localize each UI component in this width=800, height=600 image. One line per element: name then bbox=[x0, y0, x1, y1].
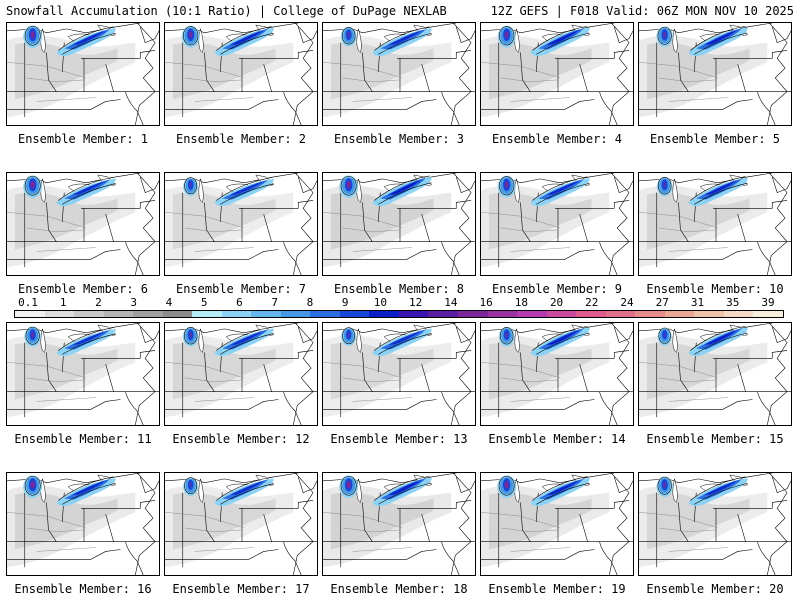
colorbar-swatch-20 bbox=[605, 311, 636, 317]
ensemble-map-7 bbox=[164, 172, 318, 276]
colorbar-swatch-19 bbox=[576, 311, 606, 317]
colorbar-tick-label: 4 bbox=[165, 296, 173, 309]
ensemble-member-label: Ensemble Member: 10 bbox=[646, 282, 784, 296]
colorbar-tick-label: 31 bbox=[690, 296, 705, 309]
colorbar-swatch-25 bbox=[753, 311, 783, 317]
map-title: Snowfall Accumulation (10:1 Ratio) | Col… bbox=[6, 4, 447, 18]
ensemble-member-label: Ensemble Member: 13 bbox=[330, 432, 468, 446]
colorbar-tick-label: 22 bbox=[585, 296, 599, 309]
colorbar-tick-label: 9 bbox=[341, 296, 349, 309]
ensemble-member-label: Ensemble Member: 8 bbox=[333, 282, 465, 296]
colorbar-swatch-23 bbox=[694, 311, 724, 317]
ensemble-map-4 bbox=[480, 22, 634, 126]
ensemble-map-17 bbox=[164, 472, 318, 576]
colorbar-swatch-10 bbox=[310, 311, 340, 317]
ensemble-map-10 bbox=[638, 172, 792, 276]
colorbar-tick-label: 27 bbox=[655, 296, 669, 309]
ensemble-member-label: Ensemble Member: 20 bbox=[646, 582, 784, 596]
colorbar-swatch-3 bbox=[103, 311, 134, 317]
ensemble-map-13 bbox=[322, 322, 476, 426]
colorbar-swatch-15 bbox=[457, 311, 488, 317]
colorbar-tick-label: 6 bbox=[236, 296, 243, 309]
colorbar-tick-label: 20 bbox=[549, 296, 564, 309]
colorbar bbox=[14, 310, 784, 318]
ensemble-member-label: Ensemble Member: 11 bbox=[14, 432, 152, 446]
colorbar-ticks: 0.1 1 2 3 4 5 6 7 8 9 10 12 14 16 18 20 22 24 27 31 35 39 bbox=[14, 296, 784, 309]
ensemble-member-label: Ensemble Member: 19 bbox=[488, 582, 626, 596]
colorbar-swatch-8 bbox=[251, 311, 281, 317]
colorbar-swatch-0 bbox=[15, 311, 45, 317]
colorbar-swatch-22 bbox=[664, 311, 695, 317]
colorbar-swatch-5 bbox=[162, 311, 193, 317]
ensemble-map-19 bbox=[480, 472, 634, 576]
run-info: 12Z GEFS | F018 Valid: 06Z MON NOV 10 20… bbox=[490, 4, 794, 18]
ensemble-map-5 bbox=[638, 22, 792, 126]
colorbar-tick-label: 3 bbox=[130, 296, 138, 309]
ensemble-member-label: Ensemble Member: 14 bbox=[488, 432, 626, 446]
colorbar-swatch-17 bbox=[517, 311, 547, 317]
colorbar-tick-label: 12 bbox=[408, 296, 423, 309]
colorbar-tick-label: 16 bbox=[479, 296, 493, 309]
colorbar-tick-label: 35 bbox=[726, 296, 740, 309]
ensemble-map-18 bbox=[322, 472, 476, 576]
colorbar-tick-label: 8 bbox=[306, 296, 314, 309]
ensemble-member-label: Ensemble Member: 6 bbox=[17, 282, 149, 296]
ensemble-member-label: Ensemble Member: 17 bbox=[172, 582, 310, 596]
colorbar-swatch-21 bbox=[635, 311, 665, 317]
ensemble-member-label: Ensemble Member: 7 bbox=[175, 282, 307, 296]
ensemble-map-15 bbox=[638, 322, 792, 426]
colorbar-tick-label: 0.1 bbox=[18, 296, 38, 309]
colorbar-swatch-14 bbox=[428, 311, 458, 317]
ensemble-map-9 bbox=[480, 172, 634, 276]
ensemble-member-label: Ensemble Member: 4 bbox=[491, 132, 623, 146]
colorbar-tick-label: 7 bbox=[271, 296, 278, 309]
colorbar-tick-label: 1 bbox=[59, 296, 67, 309]
ensemble-map-2 bbox=[164, 22, 318, 126]
colorbar-swatch-11 bbox=[339, 311, 370, 317]
ensemble-map-6 bbox=[6, 172, 160, 276]
ensemble-map-8 bbox=[322, 172, 476, 276]
ensemble-member-label: Ensemble Member: 12 bbox=[172, 432, 310, 446]
colorbar-swatch-4 bbox=[133, 311, 163, 317]
colorbar-swatch-7 bbox=[221, 311, 252, 317]
colorbar-tick-label: 24 bbox=[620, 296, 634, 309]
colorbar-tick-label: 5 bbox=[200, 296, 208, 309]
ensemble-map-11 bbox=[6, 322, 160, 426]
ensemble-map-12 bbox=[164, 322, 318, 426]
colorbar-swatch-6 bbox=[192, 311, 222, 317]
ensemble-member-label: Ensemble Member: 3 bbox=[333, 132, 465, 146]
ensemble-map-1 bbox=[6, 22, 160, 126]
colorbar-tick-label: 14 bbox=[444, 296, 458, 309]
ensemble-member-label: Ensemble Member: 16 bbox=[14, 582, 152, 596]
ensemble-member-label: Ensemble Member: 1 bbox=[17, 132, 149, 146]
colorbar-swatch-18 bbox=[546, 311, 577, 317]
ensemble-map-14 bbox=[480, 322, 634, 426]
ensemble-map-3 bbox=[322, 22, 476, 126]
colorbar-swatch-9 bbox=[280, 311, 311, 317]
colorbar-tick-label: 39 bbox=[761, 296, 775, 309]
colorbar-swatch-1 bbox=[44, 311, 75, 317]
colorbar-tick-label: 10 bbox=[373, 296, 387, 309]
ensemble-map-16 bbox=[6, 472, 160, 576]
ensemble-member-label: Ensemble Member: 15 bbox=[646, 432, 784, 446]
colorbar-tick-label: 18 bbox=[514, 296, 528, 309]
colorbar-swatch-13 bbox=[398, 311, 429, 317]
ensemble-map-20 bbox=[638, 472, 792, 576]
ensemble-member-label: Ensemble Member: 2 bbox=[175, 132, 307, 146]
ensemble-member-label: Ensemble Member: 9 bbox=[491, 282, 623, 296]
ensemble-member-label: Ensemble Member: 18 bbox=[330, 582, 468, 596]
colorbar-swatch-2 bbox=[74, 311, 104, 317]
ensemble-member-label: Ensemble Member: 5 bbox=[649, 132, 781, 146]
colorbar-swatch-16 bbox=[487, 311, 518, 317]
colorbar-swatch-24 bbox=[723, 311, 754, 317]
colorbar-swatch-12 bbox=[369, 311, 399, 317]
colorbar-tick-label: 2 bbox=[95, 296, 102, 309]
